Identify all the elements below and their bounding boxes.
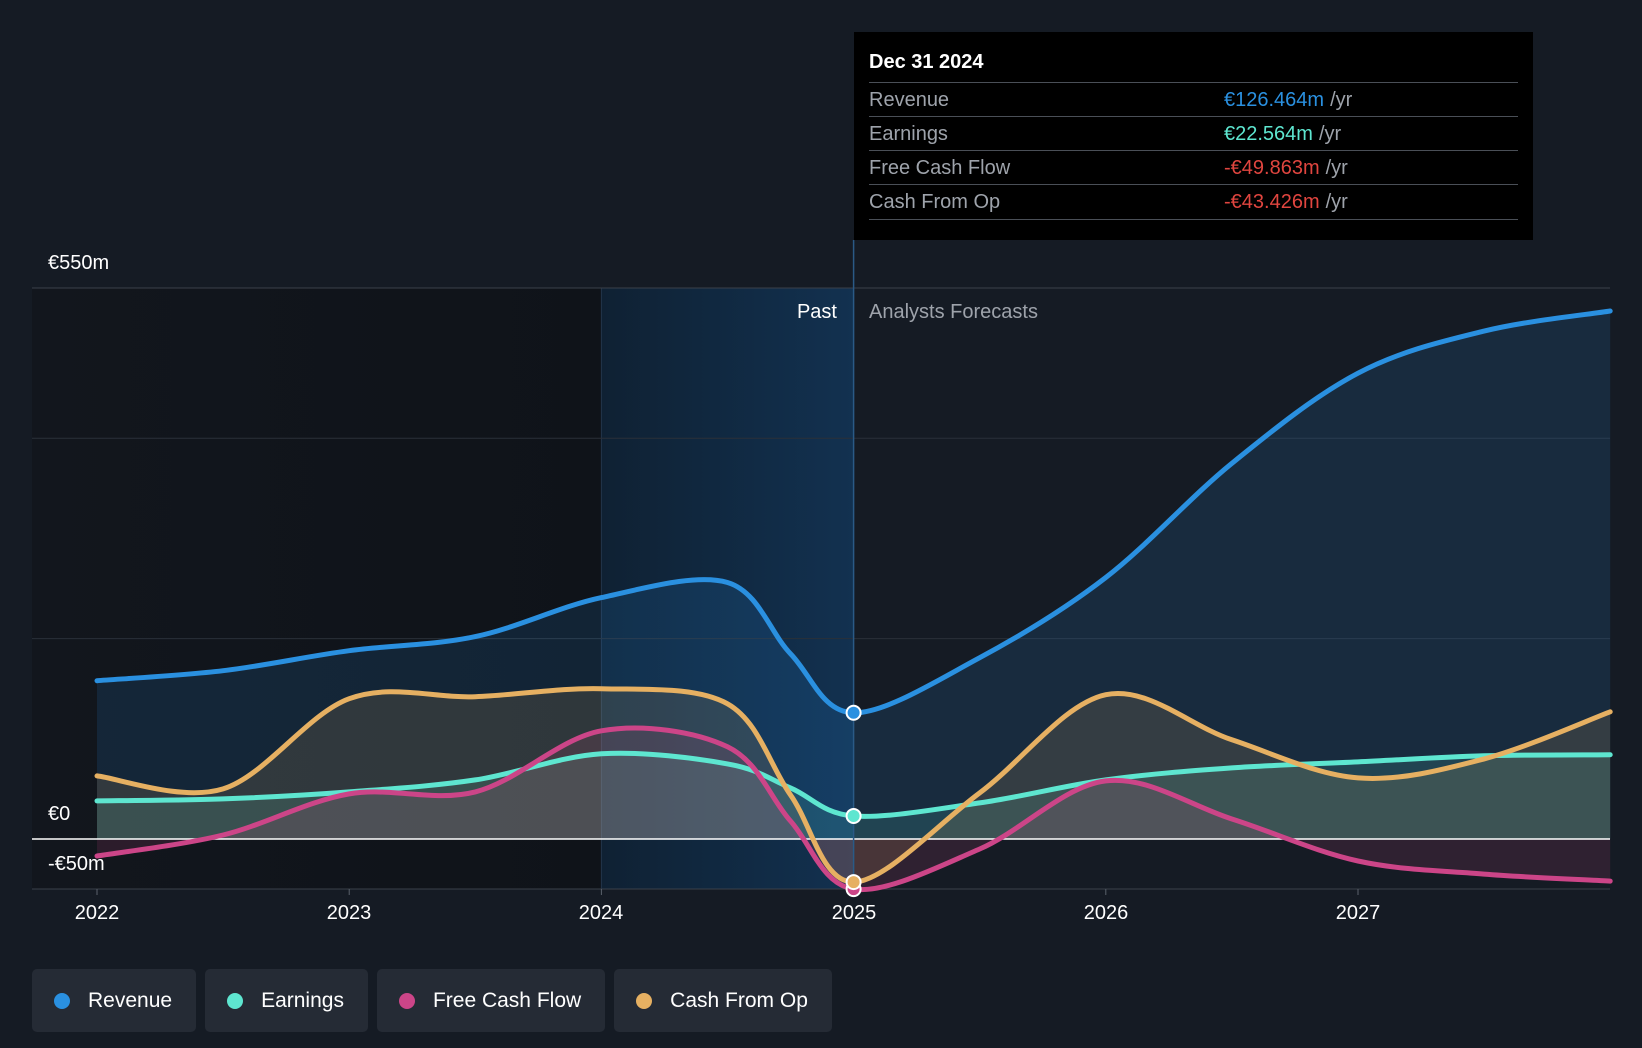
cash-from-op-line	[94, 686, 1613, 885]
free-cash-flow-line	[94, 725, 1613, 893]
tooltip-row-earnings: Earnings €22.564m/yr	[869, 116, 1518, 151]
tooltip-date: Dec 31 2024	[869, 51, 984, 73]
cash-from-op-marker	[845, 874, 862, 891]
y-label-zero: €0	[48, 803, 71, 825]
x-tick-2023: 2023	[326, 902, 372, 924]
tooltip-row-revenue: Revenue €126.464m/yr	[869, 82, 1518, 117]
legend-label: Revenue	[88, 988, 173, 1012]
cash-from-op-dot-icon	[636, 992, 653, 1009]
tooltip-label: Cash From Op	[869, 191, 1001, 213]
tooltip-label: Earnings	[869, 123, 948, 145]
tooltip-label: Free Cash Flow	[869, 157, 1011, 179]
legend-label: Cash From Op	[670, 988, 808, 1012]
legend-item-cash-from-op[interactable]: Cash From Op	[614, 969, 832, 1032]
earnings-dot-icon	[227, 992, 244, 1009]
legend-item-earnings[interactable]: Earnings	[205, 969, 368, 1032]
y-label-min: -€50m	[48, 853, 105, 875]
free-cash-flow-dot-icon	[398, 992, 415, 1009]
past-region	[32, 288, 602, 889]
legend-label: Free Cash Flow	[432, 988, 582, 1012]
revenue-marker	[845, 704, 862, 721]
earnings-marker	[845, 807, 862, 824]
legend-item-free-cash-flow[interactable]: Free Cash Flow	[376, 969, 606, 1032]
tooltip-value: €126.464m/yr	[1224, 89, 1353, 111]
legend: Revenue Earnings Free Cash Flow Cash Fro…	[32, 969, 832, 1032]
x-tick-2022: 2022	[74, 902, 120, 924]
x-tick-2027: 2027	[1335, 902, 1381, 924]
legend-label: Earnings	[261, 988, 344, 1012]
forecast-label: Analysts Forecasts	[869, 301, 1038, 323]
x-tick-2024: 2024	[578, 902, 624, 924]
x-tick-2026: 2026	[1083, 902, 1129, 924]
cash-from-op-area	[97, 688, 1611, 883]
tooltip-value: -€49.863m/yr	[1224, 157, 1348, 179]
legend-item-revenue[interactable]: Revenue	[32, 969, 197, 1032]
tooltip-row-cash-from-op: Cash From Op -€43.426m/yr	[869, 184, 1518, 220]
tooltip-label: Revenue	[869, 89, 950, 111]
revenue-area	[97, 311, 1611, 839]
tooltip-value: €22.564m/yr	[1224, 123, 1342, 145]
x-tick-2025: 2025	[831, 902, 877, 924]
revenue-line	[94, 308, 1613, 716]
tooltip-row-free-cash-flow: Free Cash Flow -€49.863m/yr	[869, 150, 1518, 185]
revenue-dot-icon	[54, 992, 70, 1009]
tooltip: Dec 31 2024 Revenue €126.464m/yr Earning…	[854, 32, 1533, 240]
tooltip-value: -€43.426m/yr	[1224, 191, 1348, 213]
past-label: Past	[796, 301, 837, 323]
y-label-max: €550m	[48, 252, 110, 274]
